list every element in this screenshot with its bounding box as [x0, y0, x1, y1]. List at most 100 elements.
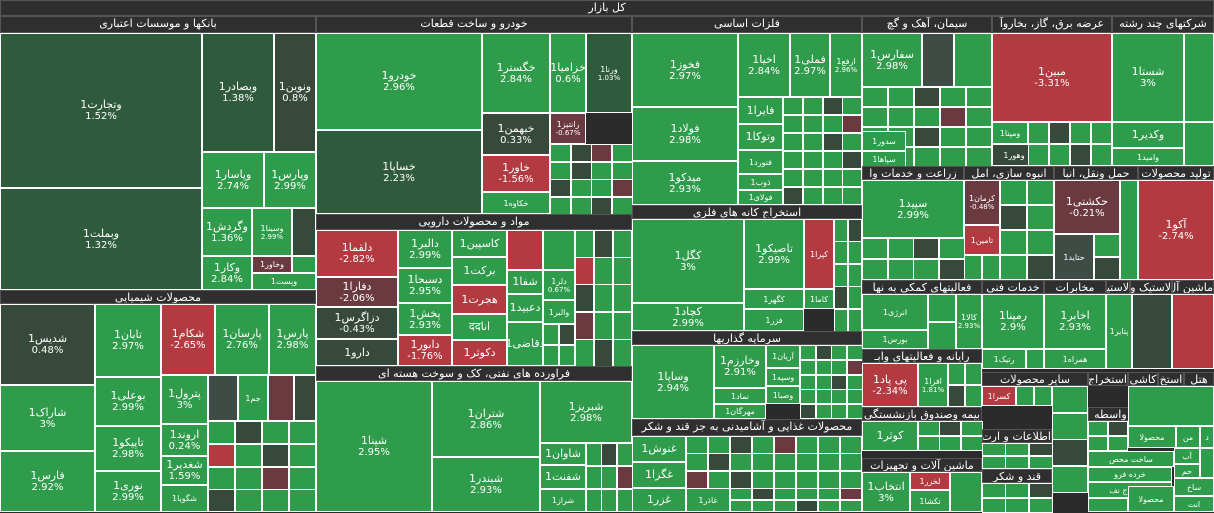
stock-tile[interactable]	[1005, 483, 1029, 498]
stock-tile[interactable]	[965, 363, 982, 385]
stock-tile[interactable]	[262, 489, 289, 512]
stock-tile[interactable]: من	[1176, 426, 1200, 448]
stock-tile[interactable]	[842, 97, 862, 115]
sector-header[interactable]: حمل ونقل، انبا	[1054, 166, 1138, 180]
stock-tile[interactable]	[840, 500, 862, 512]
stock-tile[interactable]	[1034, 386, 1052, 406]
stock-tile[interactable]	[235, 421, 262, 444]
stock-tile[interactable]: دکوثر1	[452, 340, 507, 366]
stock-tile[interactable]	[800, 375, 816, 390]
sector-header[interactable]: فراورده های نفتی، کک و سوخت هسته ای	[316, 366, 632, 381]
stock-tile[interactable]: کپرا1	[804, 219, 834, 289]
stock-tile[interactable]	[800, 345, 816, 360]
sector-header[interactable]: لاستیک و	[1106, 280, 1130, 294]
stock-tile[interactable]	[601, 443, 617, 466]
stock-tile[interactable]	[1005, 498, 1029, 513]
stock-tile[interactable]	[612, 197, 633, 215]
stock-tile[interactable]	[1091, 144, 1112, 166]
stock-tile[interactable]	[818, 488, 840, 500]
stock-tile[interactable]	[939, 259, 965, 280]
stock-tile[interactable]: تاصیکو1 2.99%	[744, 219, 804, 289]
stock-tile[interactable]	[774, 436, 796, 454]
stock-tile[interactable]: کرمان1 -0.48%	[964, 180, 1000, 225]
sector-header[interactable]: شرکتهای چند رشته	[1112, 16, 1214, 33]
stock-tile[interactable]: د	[1200, 426, 1214, 448]
stock-tile[interactable]	[834, 219, 848, 242]
stock-tile[interactable]: غگزا1	[632, 462, 686, 488]
stock-tile[interactable]	[292, 256, 316, 273]
stock-tile[interactable]	[1088, 421, 1108, 436]
stock-tile[interactable]: تکشا1	[910, 490, 950, 512]
stock-tile[interactable]	[586, 466, 602, 489]
stock-tile[interactable]: خبهمن1 0.33%	[482, 113, 550, 155]
stock-tile[interactable]: تامین1	[964, 225, 1000, 255]
stock-tile[interactable]: ददانا	[452, 314, 507, 340]
stock-tile[interactable]: شاراک1 3%	[0, 385, 95, 451]
stock-tile[interactable]	[847, 375, 863, 390]
stock-tile[interactable]: کسرا1	[982, 386, 1016, 406]
stock-tile[interactable]	[571, 162, 592, 180]
stock-tile[interactable]: دزاگرس1 -0.43%	[316, 307, 398, 339]
stock-tile[interactable]	[1016, 386, 1034, 406]
stock-tile[interactable]	[571, 197, 592, 215]
stock-tile[interactable]: شدیس1 0.48%	[0, 304, 95, 385]
stock-tile[interactable]	[543, 230, 575, 270]
stock-tile[interactable]: پترول1 3%	[161, 375, 208, 424]
stock-tile[interactable]: انتخاب1 3%	[862, 472, 910, 512]
stock-tile[interactable]	[550, 197, 571, 215]
stock-tile[interactable]	[816, 360, 832, 375]
stock-tile[interactable]: شغدیر1 1.59%	[161, 456, 208, 485]
stock-tile[interactable]	[1005, 456, 1029, 469]
sector-header[interactable]: خودرو و ساخت قطعات	[316, 16, 632, 33]
stock-tile[interactable]	[847, 404, 863, 419]
stock-tile[interactable]: والبر1	[543, 300, 575, 324]
stock-tile[interactable]	[818, 436, 840, 454]
stock-tile[interactable]: دارو1	[316, 339, 398, 366]
stock-tile[interactable]: سفارس1 2.98%	[862, 33, 922, 87]
stock-tile[interactable]: خساپا1 2.23%	[316, 130, 482, 214]
stock-tile[interactable]	[730, 453, 752, 471]
stock-tile[interactable]	[1027, 230, 1054, 255]
stock-tile[interactable]: دقاضی1	[507, 322, 543, 366]
stock-tile[interactable]	[1094, 257, 1120, 280]
stock-tile[interactable]	[613, 312, 632, 340]
stock-tile[interactable]: شکام1 -2.65%	[161, 304, 215, 375]
stock-tile[interactable]	[823, 169, 843, 187]
stock-tile[interactable]	[1027, 255, 1054, 280]
stock-tile[interactable]	[575, 284, 594, 312]
stock-tile[interactable]: انرژی1	[862, 294, 928, 330]
stock-tile[interactable]: کگل1 3%	[632, 219, 744, 303]
stock-tile[interactable]	[940, 87, 966, 107]
stock-tile[interactable]	[613, 284, 632, 312]
stock-tile[interactable]	[888, 238, 914, 259]
stock-tile[interactable]	[982, 255, 1000, 280]
stock-tile[interactable]	[1000, 255, 1027, 280]
stock-tile[interactable]: بوعلی1 2.99%	[95, 377, 161, 426]
stock-tile[interactable]: وتجارت1 1.52%	[0, 33, 202, 188]
stock-tile[interactable]	[847, 389, 863, 404]
stock-tile[interactable]	[1052, 386, 1088, 413]
stock-tile[interactable]: لخزر1	[910, 472, 950, 490]
stock-tile[interactable]: شپنا1 2.95%	[316, 381, 432, 512]
stock-tile[interactable]	[262, 421, 289, 444]
stock-tile[interactable]	[966, 107, 992, 127]
stock-tile[interactable]	[550, 162, 571, 180]
stock-tile[interactable]	[914, 127, 940, 147]
stock-tile[interactable]	[1028, 144, 1049, 166]
stock-tile[interactable]	[235, 489, 262, 512]
stock-tile[interactable]	[796, 488, 818, 500]
stock-tile[interactable]	[939, 436, 961, 451]
stock-tile[interactable]	[1000, 205, 1027, 230]
stock-tile[interactable]: جم1	[238, 375, 268, 421]
stock-tile[interactable]	[847, 345, 863, 360]
stock-tile[interactable]	[840, 488, 862, 500]
stock-tile[interactable]	[939, 238, 965, 259]
stock-tile[interactable]	[803, 133, 823, 151]
stock-tile[interactable]	[1108, 436, 1128, 451]
stock-tile[interactable]	[1026, 349, 1044, 369]
stock-tile[interactable]	[862, 107, 888, 127]
stock-tile[interactable]: هجرت1	[452, 285, 507, 314]
stock-tile[interactable]: خودرو1 2.96%	[316, 33, 482, 130]
stock-tile[interactable]	[613, 230, 632, 258]
stock-tile[interactable]	[831, 345, 847, 360]
